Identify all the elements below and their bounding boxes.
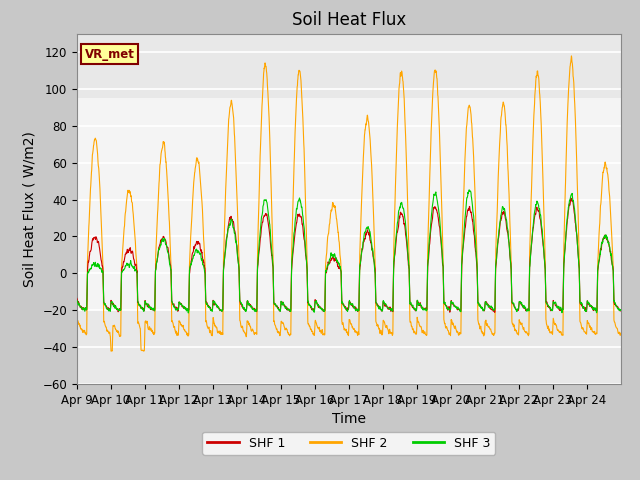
Legend: SHF 1, SHF 2, SHF 3: SHF 1, SHF 2, SHF 3 <box>202 432 495 455</box>
Title: Soil Heat Flux: Soil Heat Flux <box>292 11 406 29</box>
Y-axis label: Soil Heat Flux ( W/m2): Soil Heat Flux ( W/m2) <box>23 131 36 287</box>
X-axis label: Time: Time <box>332 412 366 426</box>
Text: VR_met: VR_met <box>85 48 135 60</box>
Bar <box>77 98 621 310</box>
